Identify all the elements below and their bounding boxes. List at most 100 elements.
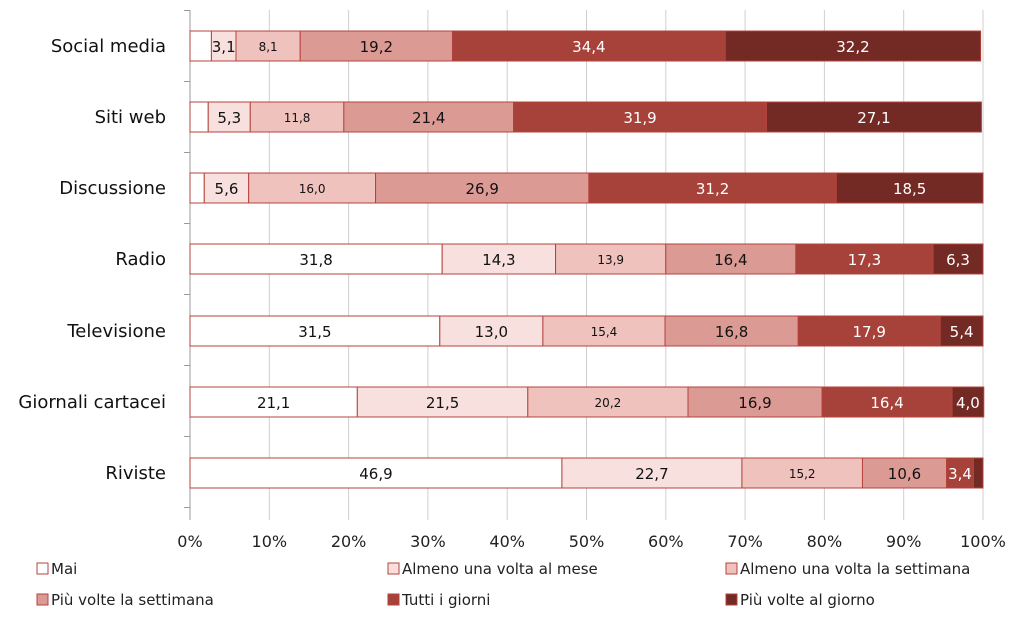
- bar-segment: [946, 457, 974, 489]
- bar-segment: [189, 315, 441, 347]
- bar-segment: [797, 315, 941, 347]
- category-label: Radio: [115, 249, 166, 270]
- bar-segment: [555, 243, 667, 275]
- x-tick-label: 80%: [807, 532, 843, 551]
- legend-label: Più volte la settimana: [51, 591, 214, 609]
- bar-segment: [249, 101, 345, 133]
- legend-label: Almeno una volta la settimana: [740, 560, 970, 578]
- data-label: 16,9: [738, 394, 771, 412]
- data-label: 14,3: [482, 251, 515, 269]
- data-label: 16,4: [714, 251, 747, 269]
- category-label: Televisione: [66, 321, 166, 342]
- category-label: Social media: [51, 36, 166, 57]
- bar-segment: [561, 457, 743, 489]
- bar-segment: [189, 101, 209, 133]
- data-label: 10,6: [888, 465, 921, 483]
- bar-segment: [951, 386, 985, 418]
- x-axis-ticks: 0% 10% 20% 30% 40% 50% 60% 70% 80% 90% 100%: [177, 532, 1006, 551]
- x-tick-label: 30%: [410, 532, 446, 551]
- legend-label: Più volte al giorno: [740, 591, 875, 609]
- data-label: 18,5: [893, 180, 926, 198]
- x-tick-label: 100%: [960, 532, 1006, 551]
- bar-segment: [439, 315, 544, 347]
- bar-segment: [835, 172, 984, 204]
- x-tick-label: 70%: [727, 532, 763, 551]
- legend-swatch: [36, 593, 49, 606]
- bar-segment: [441, 243, 557, 275]
- data-label: 21,4: [412, 109, 445, 127]
- data-label: 5,4: [950, 323, 974, 341]
- data-label: 16,8: [715, 323, 748, 341]
- x-tick-label: 90%: [886, 532, 922, 551]
- data-label: 46,9: [359, 465, 392, 483]
- x-tick-label: 60%: [648, 532, 684, 551]
- bar-segment: [513, 101, 768, 133]
- legend-swatch: [387, 593, 400, 606]
- category-label: Discussione: [59, 178, 166, 199]
- bar-segment: [861, 457, 948, 489]
- bar-segment: [972, 457, 984, 489]
- data-label: 31,5: [298, 323, 331, 341]
- bar-segment: [299, 30, 453, 62]
- legend-label: Almeno una volta al mese: [402, 560, 598, 578]
- x-tick-label: 40%: [489, 532, 525, 551]
- data-label: 17,3: [848, 251, 881, 269]
- data-label: 19,2: [360, 38, 393, 56]
- data-label: 31,8: [299, 251, 332, 269]
- x-tick-label: 20%: [331, 532, 367, 551]
- data-label: 16,0: [299, 182, 326, 196]
- data-label: 5,6: [215, 180, 239, 198]
- bar-segment: [724, 30, 982, 62]
- data-label: 3,1: [212, 38, 236, 56]
- data-label: 15,4: [591, 325, 618, 339]
- x-tick-label: 10%: [252, 532, 288, 551]
- category-label: Giornali cartacei: [18, 392, 166, 413]
- data-label: 26,9: [466, 180, 499, 198]
- data-label: 16,4: [870, 394, 903, 412]
- bar-segment: [207, 101, 251, 133]
- data-label: 13,9: [597, 253, 624, 267]
- bar-segment: [189, 30, 212, 62]
- data-label: 6,3: [946, 251, 970, 269]
- bar-segment: [210, 30, 237, 62]
- bar-segment: [203, 172, 250, 204]
- bar-segment: [451, 30, 726, 62]
- bar-segment: [821, 386, 953, 418]
- data-label: 21,1: [257, 394, 290, 412]
- data-label: 32,2: [836, 38, 869, 56]
- data-label: 15,2: [789, 467, 816, 481]
- data-label: 3,4: [948, 465, 972, 483]
- legend-swatch: [36, 562, 49, 575]
- data-label: 31,9: [623, 109, 656, 127]
- data-label: 13,0: [475, 323, 508, 341]
- bar-segment: [687, 386, 823, 418]
- category-label: Siti web: [95, 107, 166, 128]
- bar-segment: [795, 243, 934, 275]
- bar-segment: [189, 457, 563, 489]
- legend-label: Mai: [51, 560, 77, 578]
- data-label: 4,0: [956, 394, 980, 412]
- data-label: 22,7: [635, 465, 668, 483]
- bar-segment: [189, 386, 358, 418]
- data-label: 34,4: [572, 38, 605, 56]
- data-label: 21,5: [426, 394, 459, 412]
- data-label: 17,9: [853, 323, 886, 341]
- bar-segment: [932, 243, 984, 275]
- bar-segment: [189, 243, 443, 275]
- data-label: 27,1: [857, 109, 890, 127]
- bar-segment: [665, 243, 797, 275]
- x-tick-label: 50%: [569, 532, 605, 551]
- bar-segment: [766, 101, 982, 133]
- data-label: 20,2: [595, 396, 622, 410]
- category-labels: Social media Siti web Discussione Radio Tele…: [18, 36, 166, 484]
- bars: 3,1 8,1 19,2 34,4 32,2 5,3 11,8 21,4 31,9 27,1 5,6…: [189, 30, 985, 489]
- category-label: Riviste: [105, 463, 166, 484]
- bar-segment: [375, 172, 590, 204]
- bar-segment: [343, 101, 515, 133]
- legend-swatch: [725, 593, 738, 606]
- data-label: 31,2: [696, 180, 729, 198]
- data-label: 11,8: [284, 111, 311, 125]
- bar-segment: [235, 30, 301, 62]
- legend-swatch: [725, 562, 738, 575]
